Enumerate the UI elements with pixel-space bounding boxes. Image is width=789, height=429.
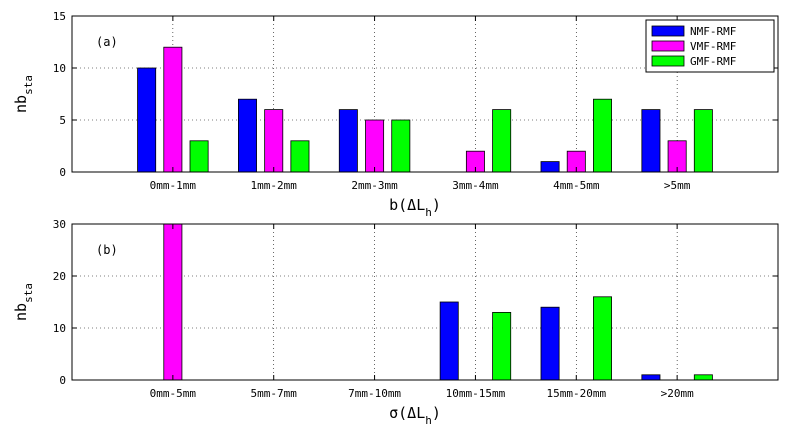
bar-gmf-rmf-5	[593, 296, 612, 381]
bar-nmf-rmf-5	[540, 161, 560, 173]
bar-nmf-rmf-3	[338, 109, 358, 173]
legend-label-vmf-rmf: VMF-RMF	[690, 40, 736, 53]
x-tick-label: 3mm-4mm	[452, 179, 499, 192]
y-axis-label: nbsta	[12, 283, 35, 321]
bar-gmf-rmf-2	[290, 140, 310, 173]
bar-gmf-rmf-5	[593, 98, 612, 173]
bar-gmf-rmf-3	[391, 119, 411, 173]
legend-label-gmf-rmf: GMF-RMF	[690, 55, 736, 68]
legend-swatch-gmf-rmf	[651, 55, 685, 67]
bar-gmf-rmf-4	[492, 311, 512, 381]
x-tick-label: 10mm-15mm	[446, 387, 506, 400]
bar-gmf-rmf-1	[189, 140, 209, 173]
bar-vmf-rmf-1	[163, 46, 183, 173]
bar-vmf-rmf-3	[365, 119, 385, 173]
y-tick-label: 5	[59, 114, 66, 127]
legend: NMF-RMF VMF-RMF GMF-RMF	[645, 19, 775, 73]
bar-nmf-rmf-1	[137, 67, 157, 173]
y-tick-label: 0	[59, 374, 66, 387]
bar-nmf-rmf-6	[641, 374, 661, 381]
bar-gmf-rmf-6	[693, 109, 713, 173]
x-axis-label: σ(ΔLh)	[389, 404, 441, 427]
bar-nmf-rmf-2	[238, 98, 257, 173]
x-tick-label: 5mm-7mm	[251, 387, 298, 400]
x-tick-label: 1mm-2mm	[251, 179, 298, 192]
x-tick-label: 0mm-1mm	[150, 179, 197, 192]
y-tick-label: 0	[59, 166, 66, 179]
x-tick-label: 15mm-20mm	[546, 387, 606, 400]
y-tick-label: 10	[53, 322, 66, 335]
y-tick-label: 10	[53, 62, 66, 75]
panel-b: 0 10 20 30 0mm-5mm 5mm-7mm 7mm-10mm 10mm-15mm 15…	[12, 218, 779, 427]
y-axis-label: nbsta	[12, 75, 35, 113]
panel-a: 0 5 10 15 0mm-1mm 1mm-2mm 2mm-3mm 3mm-4mm 4mm-5m…	[12, 10, 779, 219]
bar-nmf-rmf-5	[540, 306, 560, 381]
x-tick-label: >5mm	[664, 179, 691, 192]
legend-label-nmf-rmf: NMF-RMF	[690, 25, 736, 38]
axes-frame	[71, 15, 779, 173]
x-tick-label: 0mm-5mm	[150, 387, 197, 400]
x-tick-label: 7mm-10mm	[348, 387, 401, 400]
bar-vmf-rmf-2	[264, 109, 284, 173]
bar-gmf-rmf-4	[492, 109, 512, 173]
legend-swatch-vmf-rmf	[651, 40, 685, 52]
axes-frame	[71, 223, 779, 381]
bar-nmf-rmf-4	[439, 301, 459, 381]
y-tick-label: 20	[53, 270, 66, 283]
x-tick-label: >20mm	[661, 387, 694, 400]
bar-gmf-rmf-6	[693, 374, 713, 381]
y-tick-label: 15	[53, 10, 66, 23]
panel-label: (b)	[96, 243, 118, 257]
y-tick-label: 30	[53, 218, 66, 231]
x-tick-label: 2mm-3mm	[351, 179, 398, 192]
x-tick-label: 4mm-5mm	[553, 179, 600, 192]
bar-vmf-rmf-1	[163, 223, 183, 381]
panel-label: (a)	[96, 35, 118, 49]
x-axis-label: b(ΔLh)	[389, 196, 441, 219]
legend-swatch-nmf-rmf	[651, 25, 685, 37]
bar-nmf-rmf-6	[641, 109, 661, 173]
